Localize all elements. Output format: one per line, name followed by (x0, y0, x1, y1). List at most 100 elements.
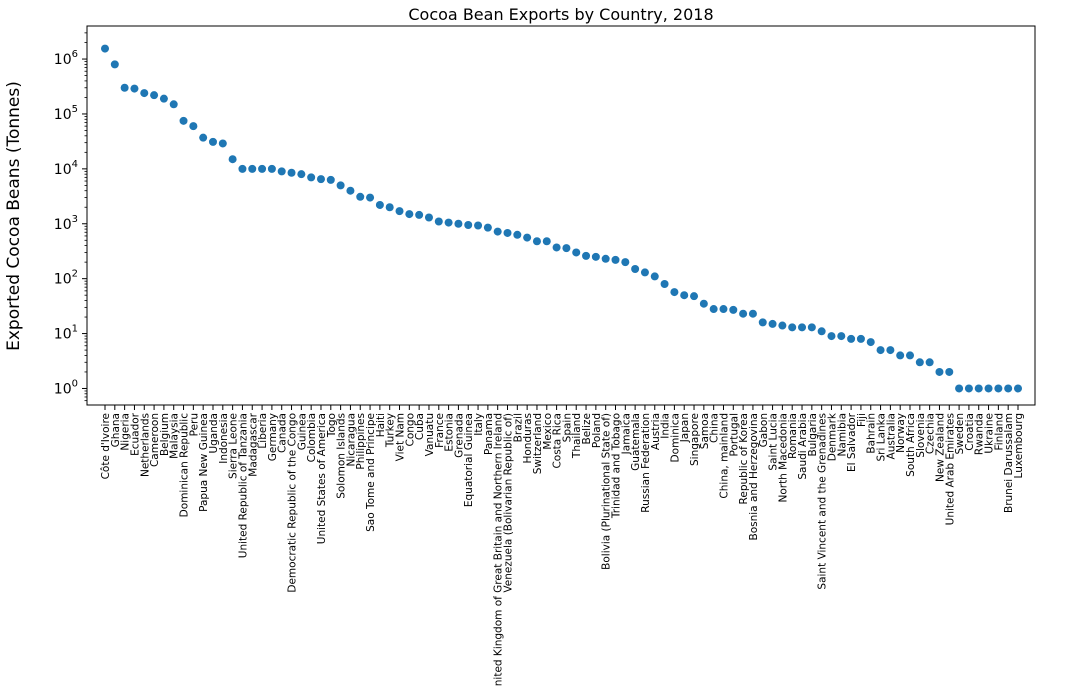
x-tick-label: Sri Lanka (876, 413, 888, 462)
x-tick-label: South Africa (905, 413, 917, 477)
data-point (415, 210, 424, 219)
x-tick-label: United Kingdom of Great Britain and Nort… (493, 413, 505, 687)
data-point (866, 338, 875, 347)
x-tick-label: Germany (267, 413, 279, 461)
x-tick-label: Haiti (375, 413, 387, 437)
data-point (385, 203, 394, 212)
data-point (238, 164, 247, 173)
x-tick-label: Sao Tome and Principe (365, 413, 377, 532)
x-tick-label: Cameroon (149, 413, 161, 467)
x-tick-label: Brunei Darussalam (1003, 413, 1015, 513)
data-point (876, 346, 885, 355)
x-tick-label: Congo (404, 413, 416, 447)
x-tick-label: Russian Federation (640, 413, 652, 513)
data-point (680, 291, 689, 300)
data-point (316, 175, 325, 184)
data-point (424, 213, 433, 222)
x-tick-label: Equatorial Guinea (463, 413, 475, 507)
x-tick-label: Ukraine (984, 413, 996, 454)
x-tick-label: Switzerland (532, 413, 544, 474)
x-tick-label: Brazil (512, 413, 524, 442)
x-tick-label: Bolivia (Plurinational State of) (601, 413, 613, 570)
x-tick-label: Mexico (542, 413, 554, 450)
data-point (955, 384, 964, 393)
data-point (935, 367, 944, 376)
x-tick-label: China (709, 413, 721, 443)
data-point (532, 237, 541, 246)
x-tick-label: United Arab Emirates (944, 413, 956, 525)
x-tick-label: Thailand (571, 413, 583, 459)
data-point (621, 258, 630, 267)
data-point (110, 60, 119, 69)
data-point (1004, 384, 1013, 393)
data-point (906, 351, 915, 360)
data-point (817, 327, 826, 336)
x-tick-label: Sweden (954, 413, 966, 455)
y-tick-label: 101 (54, 324, 78, 343)
data-point (915, 358, 924, 367)
x-tick-label: Rwanda (974, 413, 986, 455)
x-tick-label: Denmark (826, 412, 838, 461)
x-tick-label: Croatia (964, 413, 976, 451)
x-tick-label: Samoa (699, 413, 711, 449)
data-point (159, 94, 168, 103)
y-tick-label: 103 (54, 214, 78, 233)
x-tick-label: India (660, 413, 672, 439)
x-tick-label: Australia (885, 413, 897, 459)
x-tick-label: Togo (326, 413, 338, 438)
data-point (945, 367, 954, 376)
data-point (748, 309, 757, 318)
data-point (690, 292, 699, 301)
x-tick-label: France (434, 413, 446, 448)
data-point (631, 264, 640, 273)
data-point (199, 133, 208, 142)
data-point (169, 100, 178, 109)
data-point (739, 309, 748, 318)
data-point (552, 243, 561, 252)
data-point (729, 305, 738, 314)
x-tick-label: Austria (650, 413, 662, 450)
x-tick-label: Czechia (925, 413, 937, 454)
data-point (611, 255, 620, 264)
data-point (101, 44, 109, 53)
x-tick-label: Honduras (522, 413, 534, 464)
x-tick-label: Panama (483, 413, 495, 455)
data-point (699, 299, 708, 308)
x-tick-label: Spain (561, 413, 573, 442)
data-point (660, 279, 669, 288)
x-tick-label: Peru (188, 413, 200, 436)
data-point (464, 220, 473, 229)
plot-area-frame (86, 25, 1036, 406)
y-axis-ticks: 100 101 102 103 104 105 106 (54, 32, 87, 402)
x-tick-label: Belgium (159, 413, 171, 456)
x-tick-label: Saint Vincent and the Grenadines (817, 413, 829, 590)
data-point (768, 319, 777, 328)
x-tick-label: Portugal (728, 413, 740, 457)
y-tick-label: 102 (54, 269, 78, 288)
data-point (258, 164, 267, 173)
data-point (562, 244, 571, 253)
data-point (218, 139, 227, 148)
x-tick-label: Grenada (453, 413, 465, 458)
data-point (493, 227, 502, 236)
x-tick-label: Ghana (110, 413, 122, 447)
data-point (572, 248, 581, 257)
x-tick-label: Solomon Islands (336, 413, 348, 499)
x-tick-label: Guatemala (630, 413, 642, 471)
x-tick-label: Liberia (257, 413, 269, 449)
data-point (120, 83, 129, 92)
y-tick-label: 100 (54, 378, 78, 397)
x-tick-label: New Zealand (934, 413, 946, 482)
data-point (827, 332, 836, 341)
data-point (503, 228, 512, 237)
data-point (375, 200, 384, 209)
data-point (483, 223, 492, 232)
x-tick-label: Norway (895, 413, 907, 453)
data-point (523, 233, 532, 242)
data-point (248, 164, 257, 173)
data-point (267, 164, 276, 173)
x-tick-label: Philippines (355, 413, 367, 470)
x-tick-label: China, mainland (718, 413, 730, 499)
y-tick-label: 106 (54, 49, 78, 68)
